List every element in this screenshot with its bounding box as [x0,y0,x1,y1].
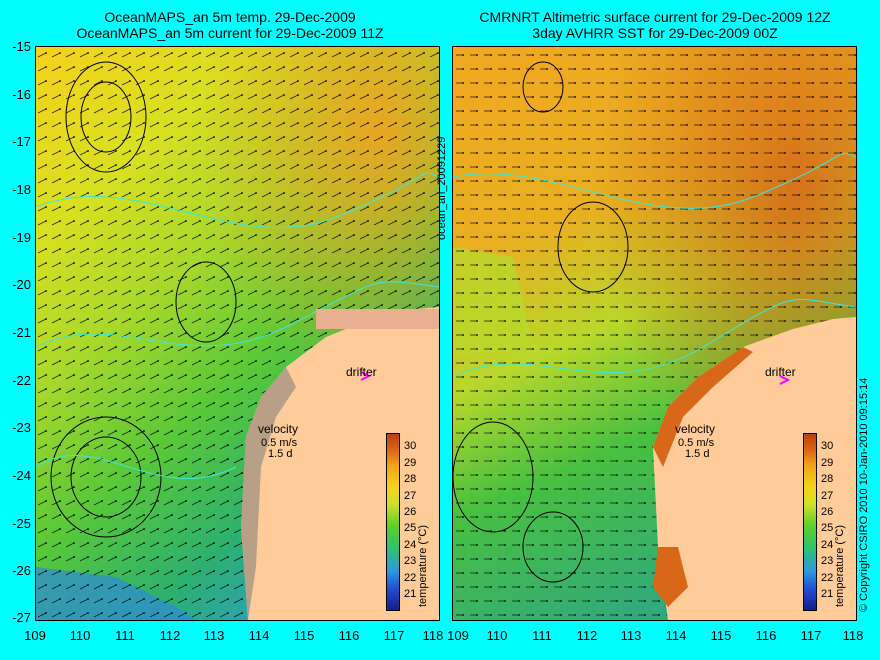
left-map-panel: drifter velocity 0.5 m/s 1.5 d 30 29 28 … [35,46,440,621]
y-tick: -21 [12,325,31,340]
right-cb-tick: 25 [821,522,834,534]
right-drifter-marker-icon [779,375,791,385]
right-sst-map [453,47,856,620]
x-tick: 114 [248,628,270,643]
x-tick: 116 [338,628,360,643]
x-tick: 115 [293,628,315,643]
left-colorbar-title: temperature (°C) [417,524,429,607]
right-velocity-duration: 1.5 d [685,448,710,460]
x-tick: 110 [69,628,91,643]
right-colorbar [803,433,817,611]
left-velocity-label: velocity [258,422,299,436]
left-sst-map [36,47,439,620]
left-cb-tick: 30 [404,440,417,452]
left-cb-tick: 29 [404,457,417,469]
x-tick: 113 [203,628,225,643]
right-velocity-label: velocity [675,422,716,436]
x-tick: 113 [620,628,642,643]
y-tick: -19 [12,230,31,245]
left-cb-tick: 25 [404,522,417,534]
x-tick: 116 [755,628,777,643]
y-tick: -20 [12,277,31,292]
right-velocity-speed: 0.5 m/s [678,437,715,449]
left-cb-tick: 27 [404,490,417,502]
x-tick: 118 [842,628,864,643]
x-tick: 111 [115,628,135,643]
right-cb-tick: 28 [821,473,834,485]
y-tick: -15 [12,39,31,54]
right-cb-tick: 30 [821,440,834,452]
left-colorbar [386,433,400,611]
right-cb-tick: 22 [821,572,834,584]
x-tick: 118 [422,628,444,643]
y-tick: -25 [12,516,31,531]
left-cb-tick: 26 [404,506,417,518]
right-cb-tick: 26 [821,506,834,518]
x-tick: 110 [486,628,508,643]
left-cb-tick: 21 [404,588,417,600]
left-cb-tick: 23 [404,555,417,567]
y-tick: -26 [12,563,31,578]
right-title-line2: 3day AVHRR SST for 29-Dec-2009 00Z [532,25,778,41]
x-tick: 111 [532,628,552,643]
right-cb-tick: 21 [821,588,834,600]
left-cb-tick: 24 [404,539,417,551]
left-drifter-label: drifter [346,365,377,379]
left-velocity-speed: 0.5 m/s [261,437,298,449]
right-cb-tick: 23 [821,555,834,567]
right-cb-tick: 29 [821,457,834,469]
left-title-line2: OceanMAPS_an 5m current for 29-Dec-2009 … [76,25,384,41]
left-velocity-duration: 1.5 d [268,448,293,460]
model-run-label: ocean_an_20091229 [436,136,448,240]
x-tick: 117 [800,628,822,643]
x-tick: 109 [24,628,46,643]
y-tick: -16 [12,87,31,102]
x-tick: 117 [383,628,405,643]
y-tick: -17 [12,134,31,149]
right-colorbar-title: temperature (°C) [834,524,846,607]
x-tick: 115 [710,628,732,643]
left-drifter-marker-icon [360,371,372,381]
x-tick: 114 [665,628,687,643]
copyright-label: © Copyright CSIRO 2010 10-Jan-2010 09:15… [858,377,870,612]
left-cb-tick: 22 [404,572,417,584]
x-tick: 112 [576,628,598,643]
left-title-line1: OceanMAPS_an 5m temp. 29-Dec-2009 [104,9,356,25]
left-cb-tick: 28 [404,473,417,485]
right-map-panel: drifter velocity 0.5 m/s 1.5 d 30 29 28 … [452,46,857,621]
x-tick: 112 [159,628,181,643]
y-tick: -24 [12,468,31,483]
right-cb-tick: 27 [821,490,834,502]
right-drifter-label: drifter [765,365,796,379]
right-cb-tick: 24 [821,539,834,551]
y-tick: -22 [12,373,31,388]
x-tick: 109 [447,628,469,643]
y-tick: -18 [12,182,31,197]
y-tick: -23 [12,420,31,435]
right-title-line1: CMRNRT Altimetric surface current for 29… [479,9,831,25]
y-tick: -27 [12,610,31,625]
